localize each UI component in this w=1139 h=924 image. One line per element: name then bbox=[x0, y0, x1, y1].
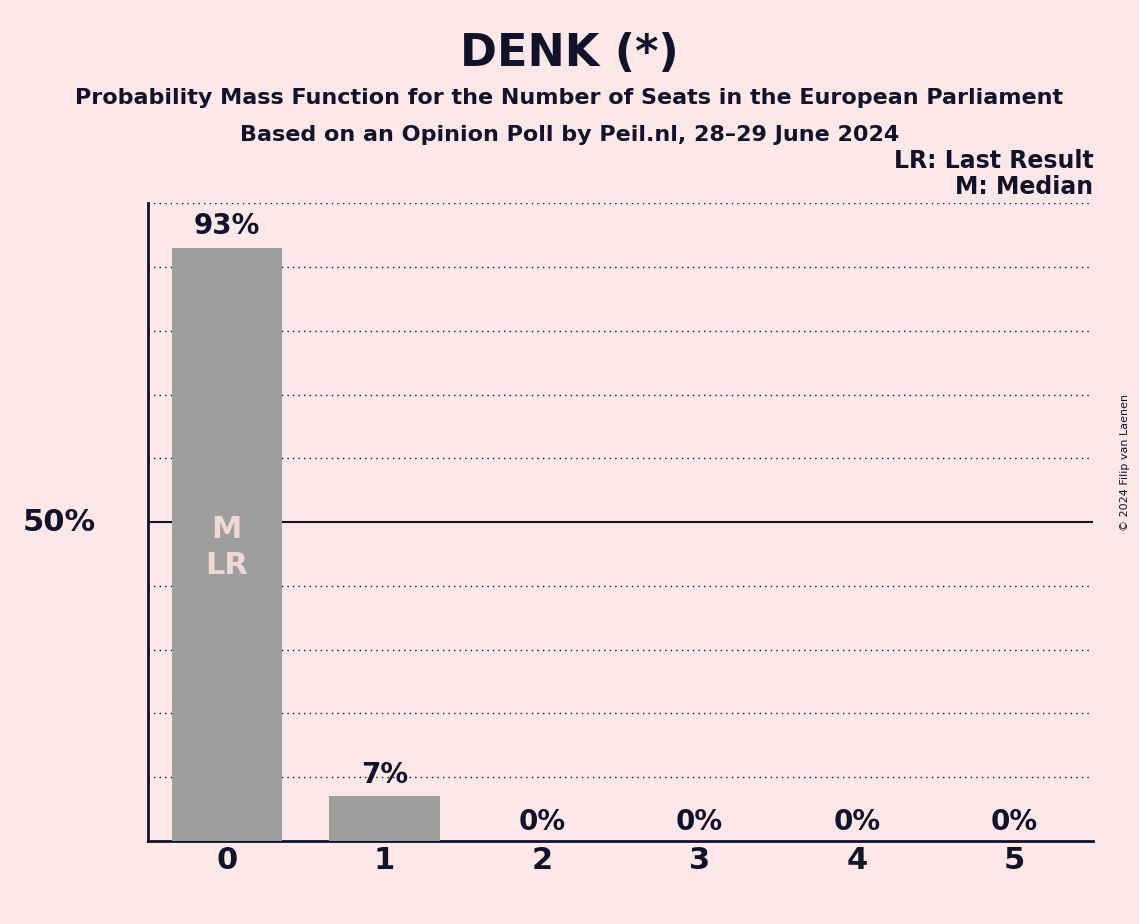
Text: 7%: 7% bbox=[361, 760, 408, 788]
Text: M
LR: M LR bbox=[205, 515, 248, 580]
Bar bbox=[172, 248, 282, 841]
Text: © 2024 Filip van Laenen: © 2024 Filip van Laenen bbox=[1120, 394, 1130, 530]
Text: 0%: 0% bbox=[834, 808, 880, 835]
Text: 0%: 0% bbox=[518, 808, 566, 835]
Text: 0%: 0% bbox=[675, 808, 723, 835]
Text: DENK (*): DENK (*) bbox=[460, 32, 679, 76]
Text: Probability Mass Function for the Number of Seats in the European Parliament: Probability Mass Function for the Number… bbox=[75, 88, 1064, 108]
Text: LR: Last Result: LR: Last Result bbox=[894, 149, 1093, 173]
Text: 93%: 93% bbox=[194, 213, 260, 240]
Text: 50%: 50% bbox=[23, 507, 96, 537]
Text: M: Median: M: Median bbox=[956, 175, 1093, 199]
Bar bbox=[329, 796, 440, 841]
Text: 0%: 0% bbox=[991, 808, 1039, 835]
Text: Based on an Opinion Poll by Peil.nl, 28–29 June 2024: Based on an Opinion Poll by Peil.nl, 28–… bbox=[240, 125, 899, 145]
